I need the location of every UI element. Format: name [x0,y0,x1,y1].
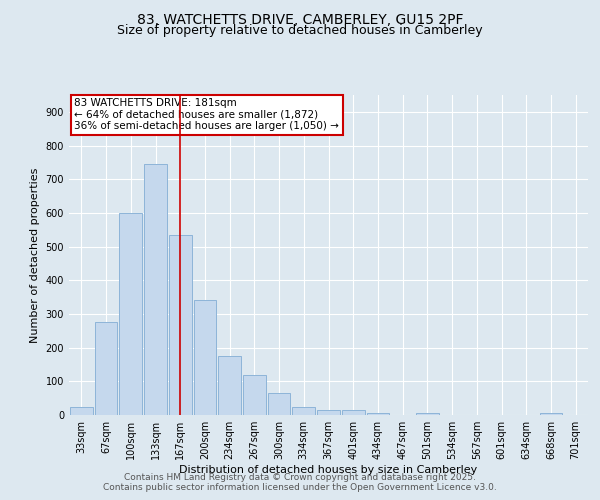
Bar [342,410,365,415]
Bar [95,322,118,415]
Bar [243,374,266,415]
Text: Size of property relative to detached houses in Camberley: Size of property relative to detached ho… [117,24,483,37]
Bar [144,164,167,415]
Bar [268,393,290,415]
Bar [292,406,315,415]
Bar [539,414,562,415]
Bar [367,414,389,415]
Text: Contains public sector information licensed under the Open Government Licence v3: Contains public sector information licen… [103,482,497,492]
Bar [70,406,93,415]
Bar [194,300,216,415]
X-axis label: Distribution of detached houses by size in Camberley: Distribution of detached houses by size … [179,465,478,475]
Bar [218,356,241,415]
Bar [119,213,142,415]
Bar [317,410,340,415]
Text: 83, WATCHETTS DRIVE, CAMBERLEY, GU15 2PF: 83, WATCHETTS DRIVE, CAMBERLEY, GU15 2PF [137,12,463,26]
Bar [169,235,191,415]
Text: Contains HM Land Registry data © Crown copyright and database right 2025.: Contains HM Land Registry data © Crown c… [124,472,476,482]
Bar [416,414,439,415]
Text: 83 WATCHETTS DRIVE: 181sqm
← 64% of detached houses are smaller (1,872)
36% of s: 83 WATCHETTS DRIVE: 181sqm ← 64% of deta… [74,98,339,132]
Y-axis label: Number of detached properties: Number of detached properties [30,168,40,342]
